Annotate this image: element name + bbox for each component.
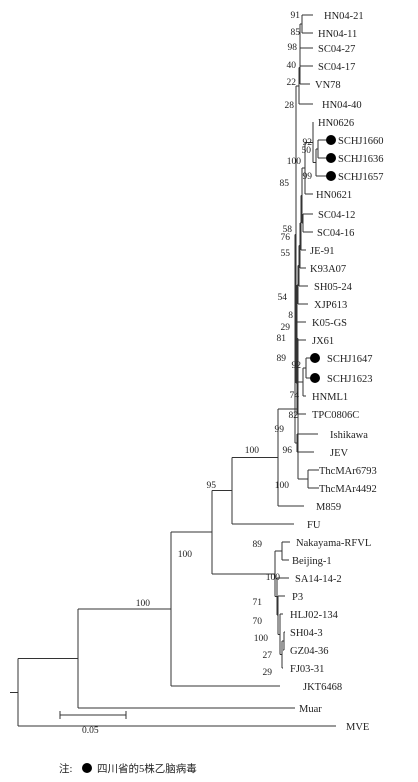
tree-branches [10, 14, 336, 727]
bootstrap-value: 74 [290, 391, 300, 401]
bootstrap-value: 100 [178, 550, 193, 560]
bootstrap-value: 29 [263, 668, 273, 678]
sichuan-strain-marker-icon [326, 171, 336, 181]
taxon-label: MVE [346, 722, 369, 733]
taxon-label: JEV [330, 448, 349, 459]
taxon-label: K93A07 [310, 264, 346, 275]
bootstrap-value: 40 [287, 61, 297, 71]
bootstrap-value: 99 [303, 172, 313, 182]
bootstrap-value: 85 [280, 179, 290, 189]
bootstrap-value: 50 [302, 146, 312, 156]
bootstrap-value: 89 [253, 540, 263, 550]
sichuan-strain-marker-icon [310, 353, 320, 363]
taxon-label: TPC0806C [312, 410, 359, 421]
taxon-label: FJ03-31 [290, 664, 324, 675]
bootstrap-value: 85 [291, 28, 301, 38]
bootstrap-value: 100 [266, 573, 281, 583]
taxon-label: Nakayama-RFVL [296, 538, 371, 549]
taxon-label: FU [307, 520, 321, 531]
bootstrap-value: 100 [245, 446, 260, 456]
taxon-label: K05-GS [312, 318, 347, 329]
bootstrap-value: 70 [253, 617, 263, 627]
scale-bar-label: 0.05 [82, 726, 99, 736]
taxon-label: P3 [292, 592, 303, 603]
bootstrap-value: 99 [275, 425, 285, 435]
taxon-label: HN0621 [316, 190, 352, 201]
bootstrap-value: 28 [285, 101, 295, 111]
taxon-label: VN78 [315, 80, 341, 91]
taxon-label: SC04-27 [318, 44, 355, 55]
bootstrap-value: 89 [277, 354, 287, 364]
taxon-label: HNML1 [312, 392, 348, 403]
marker-dots [310, 135, 336, 383]
bootstrap-value: 22 [287, 78, 297, 88]
bootstrap-value: 98 [288, 43, 298, 53]
taxon-label: ThcMAr4492 [319, 484, 377, 495]
taxon-label: SC04-16 [317, 228, 354, 239]
bootstrap-value: 100 [254, 634, 269, 644]
bootstrap-value: 91 [291, 11, 301, 21]
bootstrap-value: 100 [287, 157, 302, 167]
sichuan-strain-marker-icon [326, 135, 336, 145]
taxon-label: HN04-40 [322, 100, 362, 111]
bootstrap-value: 29 [281, 323, 291, 333]
bootstrap-value: 55 [281, 249, 291, 259]
taxon-label: HN04-11 [318, 29, 357, 40]
taxon-label: ThcMAr6793 [319, 466, 377, 477]
bootstrap-values: 9185984022289250100998558765554829819289… [136, 11, 313, 678]
taxon-label: HN0626 [318, 118, 354, 129]
legend-note: 注: 四川省的5株乙脑病毒 [59, 762, 197, 775]
legend-dot-icon [82, 763, 92, 773]
bootstrap-value: 100 [136, 599, 151, 609]
bootstrap-value: 82 [289, 411, 299, 421]
taxon-label: SA14-14-2 [295, 574, 342, 585]
taxon-label: SC04-12 [318, 210, 355, 221]
taxon-label: SCHJ1647 [327, 354, 373, 365]
bootstrap-value: 8 [288, 311, 293, 321]
note-text: 四川省的5株乙脑病毒 [97, 762, 197, 775]
bootstrap-value: 71 [253, 598, 263, 608]
taxon-label: JE-91 [310, 246, 335, 257]
taxon-label: XJP613 [314, 300, 347, 311]
taxon-label: JKT6468 [303, 682, 342, 693]
bootstrap-value: 76 [281, 233, 291, 243]
bootstrap-value: 95 [207, 481, 217, 491]
note-prefix: 注: [59, 762, 72, 775]
taxon-label: HN04-21 [324, 11, 364, 22]
sichuan-strain-marker-icon [326, 153, 336, 163]
taxon-label: Beijing-1 [292, 556, 332, 567]
bootstrap-value: 81 [277, 334, 287, 344]
taxon-label: SC04-17 [318, 62, 355, 73]
bootstrap-value: 92 [303, 138, 313, 148]
bootstrap-value: 100 [275, 481, 290, 491]
taxon-label: SCHJ1660 [338, 136, 384, 147]
taxon-label: SH04-3 [290, 628, 323, 639]
sichuan-strain-marker-icon [310, 373, 320, 383]
taxon-label: Muar [299, 704, 322, 715]
bootstrap-value: 92 [292, 361, 302, 371]
taxon-label: HLJ02-134 [290, 610, 339, 621]
taxon-label: JX61 [312, 336, 334, 347]
taxon-labels: HN04-21 HN04-11 SC04-27 SC04-17 VN78 HN04-40 H… [290, 11, 384, 733]
taxon-label: SH05-24 [314, 282, 353, 293]
taxon-label: SCHJ1657 [338, 172, 384, 183]
taxon-label: GZ04-36 [290, 646, 329, 657]
taxon-label: SCHJ1623 [327, 374, 373, 385]
scale-bar: 0.05 [59, 711, 127, 736]
taxon-label: SCHJ1636 [338, 154, 384, 165]
taxon-label: M859 [316, 502, 341, 513]
bootstrap-value: 96 [283, 446, 293, 456]
taxon-label: Ishikawa [330, 430, 368, 441]
bootstrap-value: 54 [278, 293, 288, 303]
bootstrap-value: 58 [283, 225, 293, 235]
bootstrap-value: 27 [263, 651, 273, 661]
